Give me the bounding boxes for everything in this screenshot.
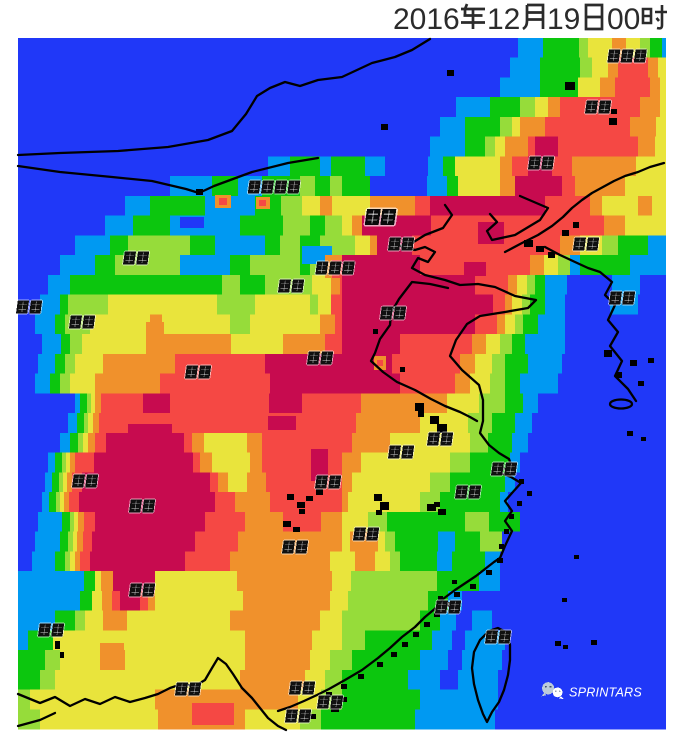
svg-text:12: 12 bbox=[487, 3, 520, 36]
svg-text:19: 19 bbox=[547, 3, 580, 36]
svg-text:2016: 2016 bbox=[393, 3, 460, 36]
svg-text:SPRINTARS: SPRINTARS bbox=[569, 686, 642, 700]
svg-text:00: 00 bbox=[607, 3, 640, 36]
